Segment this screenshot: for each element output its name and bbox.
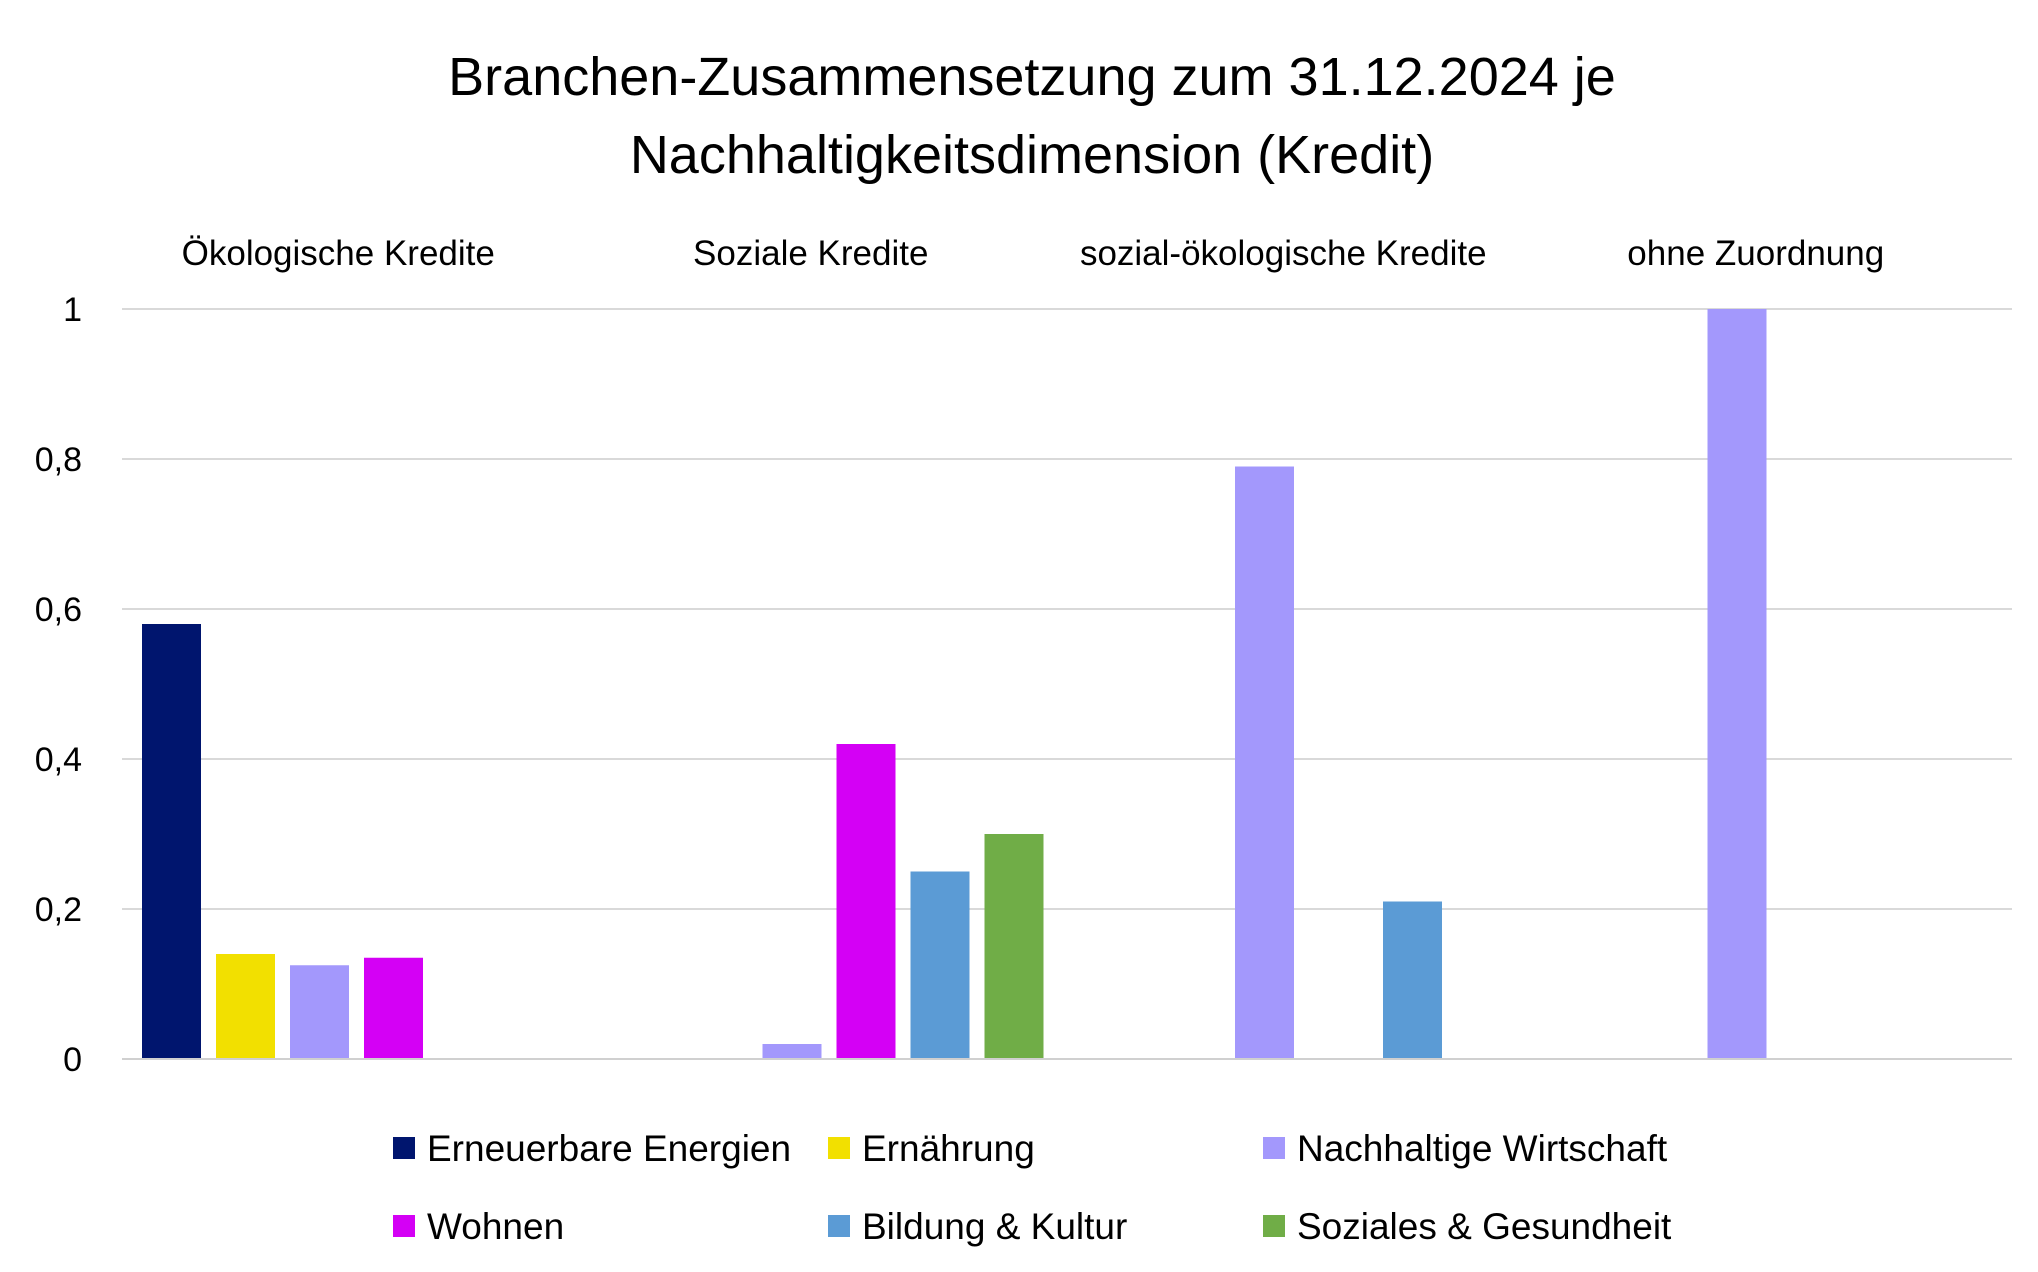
legend-label: Soziales & Gesundheit [1297,1206,1672,1247]
y-tick-label: 0,6 [35,591,82,629]
category-label: sozial-ökologische Kredite [1080,234,1487,273]
bar [142,624,201,1059]
legend-item: Erneuerbare Energien [393,1128,791,1169]
bar [1707,309,1767,1059]
legend-item: Soziales & Gesundheit [1263,1206,1672,1247]
y-tick-label: 0,4 [35,741,82,779]
legend-swatch [828,1137,850,1159]
legend-swatch [393,1137,415,1159]
bar [836,744,896,1059]
bar [762,1044,822,1059]
legend-swatch [1263,1215,1285,1237]
category-labels: Ökologische Kredite Soziale Kredite sozial… [182,234,1885,273]
bar [910,871,970,1059]
legend-swatch [828,1215,850,1237]
category-label: Ökologische Kredite [182,234,495,273]
bar [290,965,349,1059]
legend-swatch [393,1215,415,1237]
category-label: ohne Zuordnung [1627,234,1884,273]
bars [142,309,1767,1059]
legend-label: Wohnen [427,1206,564,1247]
y-tick-label: 0,8 [35,441,82,479]
gridlines [122,308,2012,910]
legend-item: Ernährung [828,1128,1035,1169]
bar [984,834,1044,1059]
y-tick-label: 0,2 [35,891,82,929]
legend-item: Bildung & Kultur [828,1206,1127,1247]
category-label: Soziale Kredite [693,234,928,273]
bar [1235,466,1294,1059]
legend: Erneuerbare Energien Ernährung Nachhaltige… [393,1128,1672,1247]
bar [216,954,275,1059]
chart-title-line-2: Nachhaltigkeitsdimension (Kredit) [630,125,1434,185]
y-tick-label: 0 [63,1041,82,1079]
chart-title-line-1: Branchen-Zusammensetzung zum 31.12.2024 … [448,47,1616,107]
y-tick-label: 1 [63,291,82,329]
legend-label: Bildung & Kultur [862,1206,1127,1247]
bar [1383,901,1442,1059]
legend-swatch [1263,1137,1285,1159]
legend-label: Erneuerbare Energien [427,1128,791,1169]
legend-item: Nachhaltige Wirtschaft [1263,1128,1668,1169]
bar [364,957,423,1059]
y-axis-ticks: 0 0,2 0,4 0,6 0,8 1 [35,291,82,1079]
legend-label: Ernährung [862,1128,1035,1169]
legend-label: Nachhaltige Wirtschaft [1297,1128,1668,1169]
legend-item: Wohnen [393,1206,564,1247]
